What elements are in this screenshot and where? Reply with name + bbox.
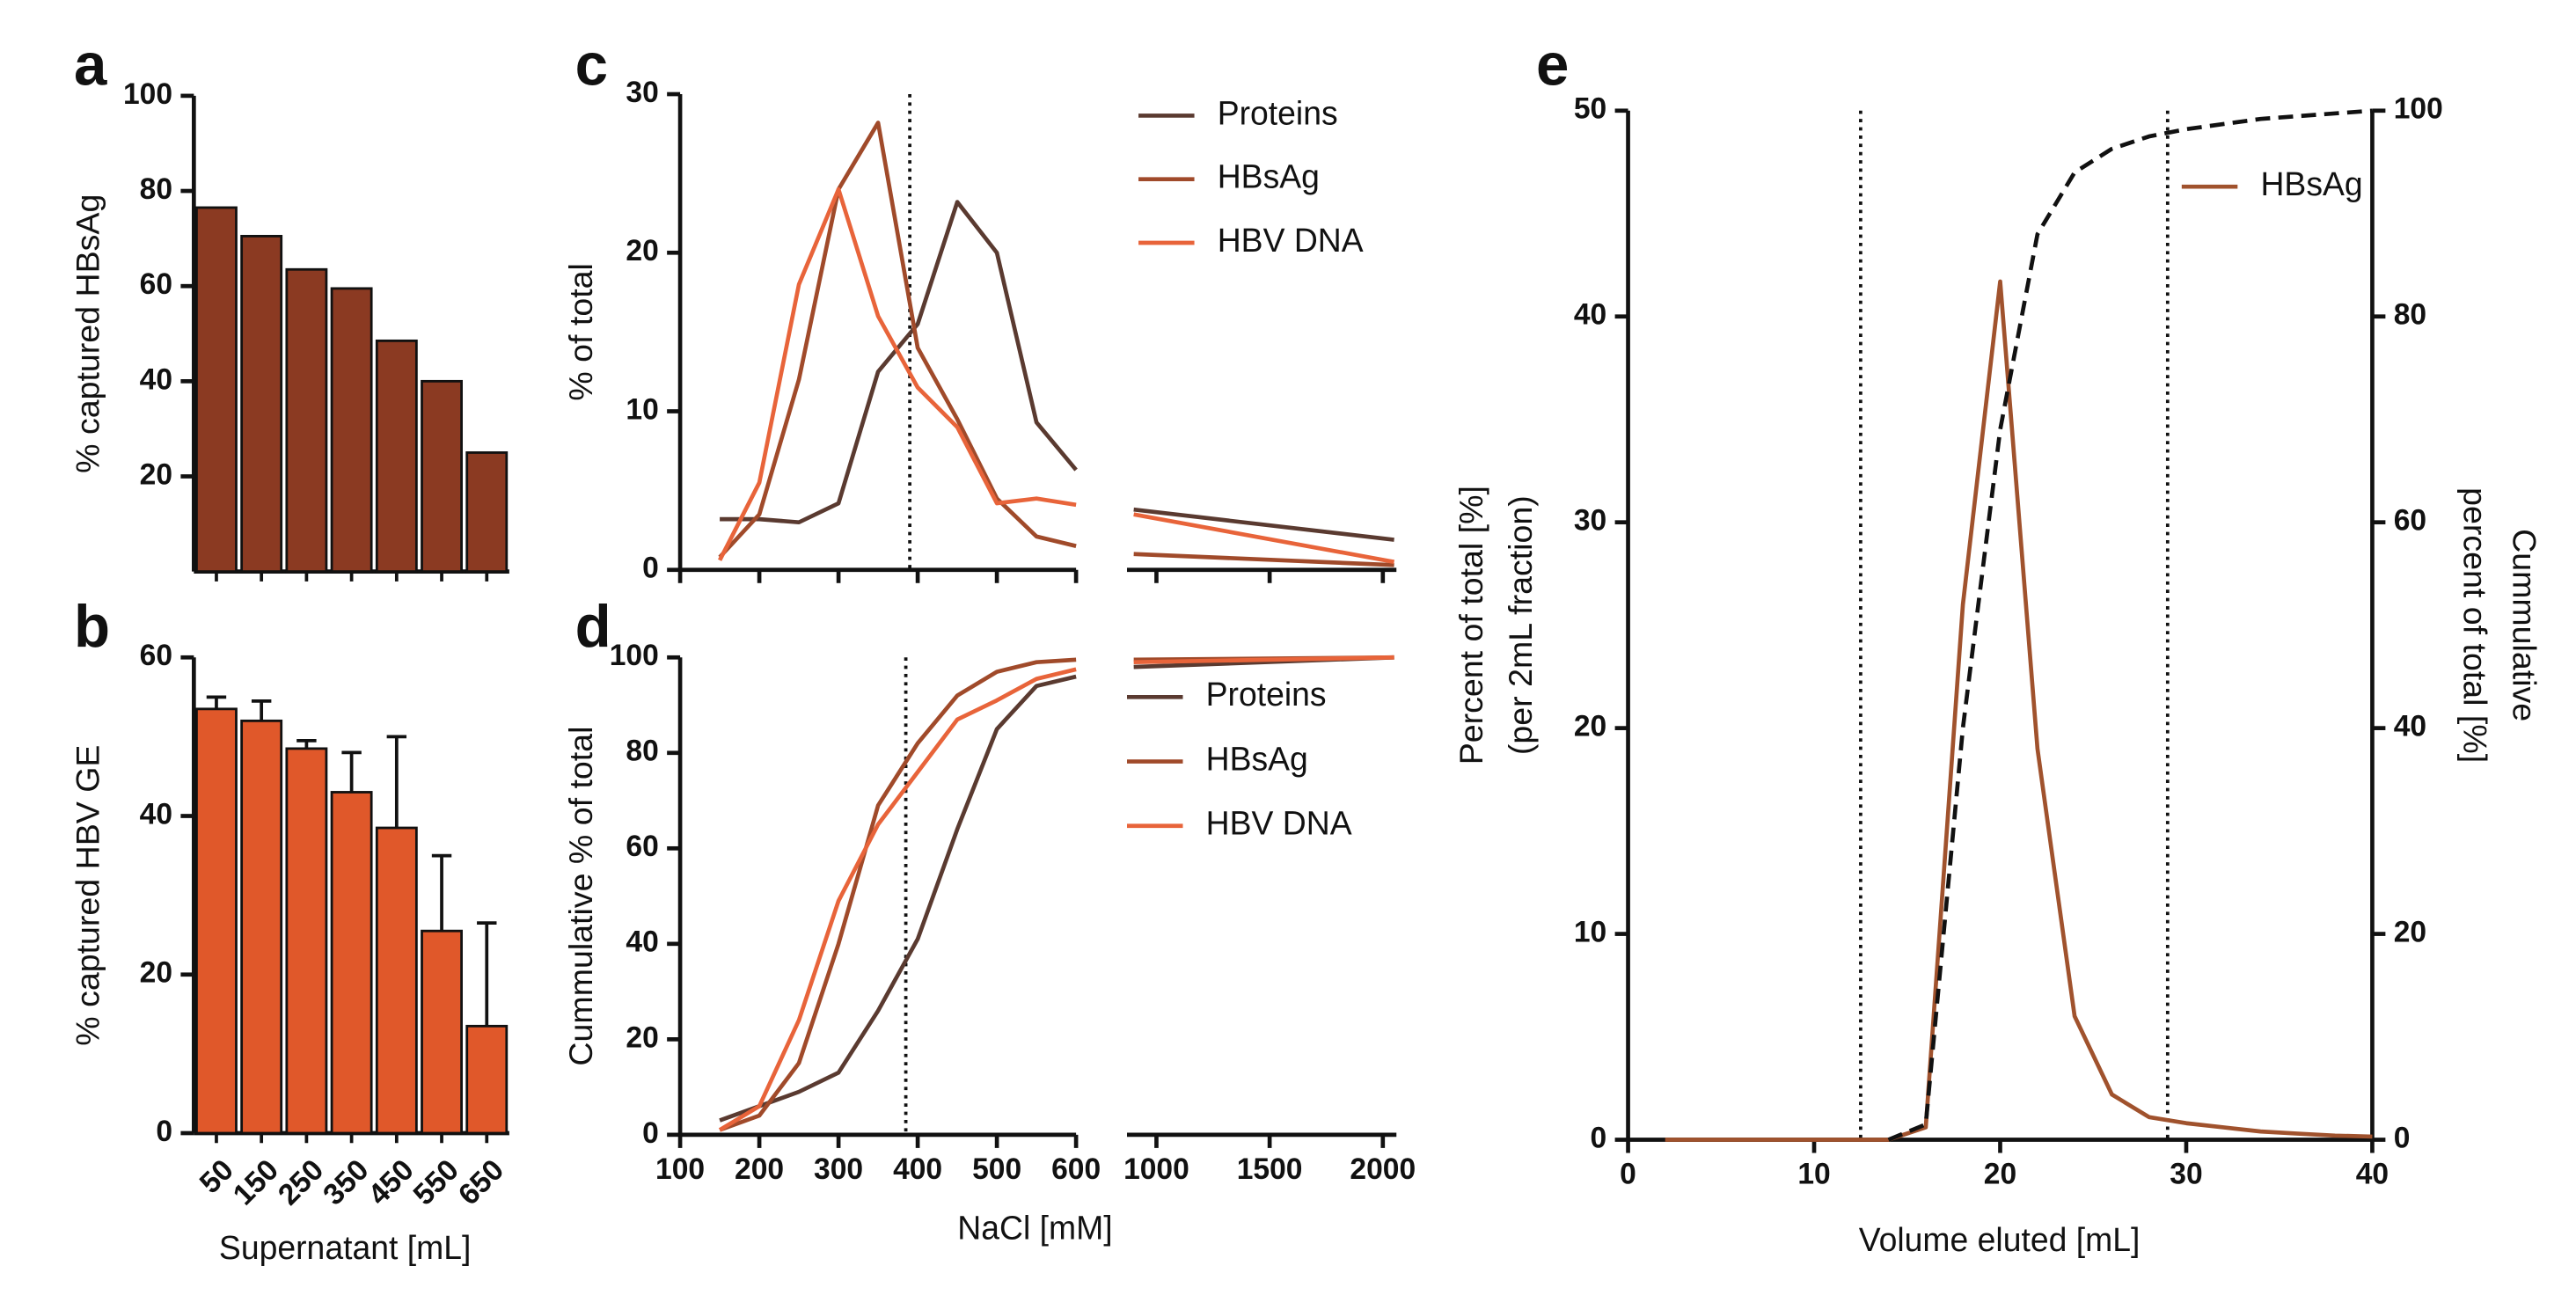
y-tick-label: 0 (642, 552, 659, 585)
x-tick-label: 2000 (1350, 1152, 1416, 1186)
bar (375, 826, 418, 1135)
x-tick-label: 400 (893, 1152, 942, 1186)
y-tick-label: 20 (1574, 709, 1606, 743)
x-tick-label: 20 (1984, 1158, 2016, 1191)
series-line (1887, 108, 2373, 1142)
series-line (718, 121, 1077, 559)
x-tick-label: 40 (2356, 1158, 2389, 1191)
y2-axis-label: Cummulative (2506, 529, 2543, 721)
legend-label: HBsAg (1218, 158, 1320, 195)
bar (195, 707, 238, 1135)
y-tick-label: 40 (140, 797, 172, 830)
y-axis-label: (per 2mL fraction) (1502, 495, 1539, 755)
bar (421, 929, 463, 1135)
y2-tick-label: 80 (2394, 298, 2426, 332)
bar (421, 379, 463, 574)
series-line (719, 674, 1077, 1123)
legend-label: Proteins (1218, 94, 1338, 131)
x-tick-label: 600 (1051, 1152, 1101, 1186)
y-tick-label: 100 (610, 639, 659, 672)
y-tick-label: 0 (156, 1115, 172, 1148)
y-tick-label: 0 (642, 1116, 659, 1150)
y-tick-label: 20 (140, 457, 172, 491)
bar (330, 287, 373, 574)
bar (465, 1024, 509, 1135)
y-tick-label: 80 (626, 735, 658, 768)
x-tick-label: 500 (972, 1152, 1021, 1186)
series-line (718, 187, 1077, 561)
x-tick-label: 100 (655, 1152, 705, 1186)
y-tick-label: 60 (140, 267, 172, 301)
x-axis-label: Supernatant [mL] (219, 1229, 471, 1266)
x-tick-label: 300 (814, 1152, 863, 1186)
y2-axis-label: percent of total [%] (2457, 487, 2494, 763)
y-tick-label: 50 (1574, 92, 1606, 126)
x-axis-label: NaCl [mM] (957, 1210, 1112, 1247)
series-line (719, 657, 1077, 1132)
y-axis-label: Cummulative % of total (562, 727, 599, 1066)
legend-label: HBV DNA (1218, 222, 1364, 259)
x-tick-label: 1000 (1123, 1152, 1189, 1186)
x-tick-label: 650 (452, 1153, 510, 1212)
y2-tick-label: 0 (2394, 1121, 2411, 1154)
bar (330, 791, 373, 1135)
x-tick-label: 10 (1797, 1158, 1830, 1191)
y-tick-label: 30 (626, 76, 658, 109)
y-axis-label: Percent of total [%] (1453, 486, 1489, 765)
x-tick-label: 200 (735, 1152, 784, 1186)
y-tick-label: 40 (1574, 298, 1606, 332)
panel-letter: b (74, 594, 110, 660)
y-tick-label: 80 (140, 172, 172, 206)
x-axis-label: Volume eluted [mL] (1859, 1221, 2141, 1258)
bar (240, 719, 283, 1135)
y-tick-label: 60 (140, 639, 172, 672)
bar (195, 206, 238, 574)
legend-label: HBsAg (2260, 165, 2362, 202)
y-tick-label: 100 (123, 77, 172, 111)
x-tick-label: 30 (2170, 1158, 2202, 1191)
series-line (1133, 507, 1394, 542)
x-tick-label: 1500 (1237, 1152, 1303, 1186)
x-tick-label: 0 (1620, 1158, 1636, 1191)
panel-letter: d (575, 594, 611, 660)
y-tick-label: 0 (1591, 1121, 1607, 1154)
bar (465, 451, 509, 574)
bar (240, 235, 283, 574)
panel-letter: e (1536, 33, 1569, 99)
y-tick-label: 20 (626, 1021, 658, 1054)
series-line (1133, 512, 1395, 565)
y-tick-label: 20 (626, 234, 658, 267)
bar (375, 339, 418, 574)
series-line (1133, 552, 1394, 567)
series-line (1133, 655, 1394, 665)
y-tick-label: 40 (626, 926, 658, 959)
y2-tick-label: 20 (2394, 915, 2426, 948)
y2-tick-label: 100 (2394, 92, 2443, 126)
legend-label: HBV DNA (1206, 805, 1352, 842)
y-axis-label: % captured HBV GE (70, 745, 106, 1046)
panel-letter: c (575, 33, 608, 99)
y-tick-label: 30 (1574, 504, 1606, 538)
series-line (1665, 279, 2373, 1142)
y2-tick-label: 40 (2394, 709, 2426, 743)
y2-tick-label: 60 (2394, 504, 2426, 538)
bar (285, 267, 328, 574)
y-tick-label: 10 (1574, 915, 1606, 948)
y-axis-label: % captured HBsAg (70, 194, 106, 473)
y-axis-label: % of total (562, 263, 599, 401)
series-line (718, 667, 1077, 1132)
bar (285, 747, 328, 1135)
legend-label: Proteins (1206, 676, 1327, 713)
y-tick-label: 60 (626, 830, 658, 863)
y-tick-label: 10 (626, 392, 658, 426)
panel-letter: a (74, 33, 107, 99)
y-tick-label: 20 (140, 956, 172, 990)
legend-label: HBsAg (1206, 740, 1308, 777)
y-tick-label: 40 (140, 362, 172, 396)
